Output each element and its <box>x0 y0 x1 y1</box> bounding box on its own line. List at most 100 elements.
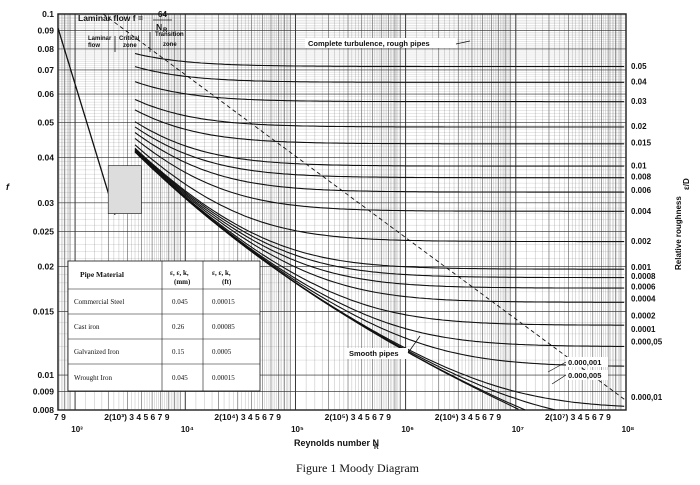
small-roughness-label-1: 0.000,001 <box>568 358 601 367</box>
x-power-label: 10⁸ <box>622 425 635 434</box>
y-tick-label: 0.009 <box>33 387 55 397</box>
roughness-curve <box>134 81 625 103</box>
roughness-curve <box>134 137 625 212</box>
x-tick-label: 2(10⁵) 3 4 5 6 7 9 <box>325 412 392 422</box>
table-cell-material: Galvanized Iron <box>74 348 120 356</box>
x-tick-labels: 7 9 2(10³) 3 4 5 6 7 9 2(10⁴) 3 4 5 6 7 9 2… <box>54 412 635 434</box>
critical-zone-band <box>107 165 142 214</box>
x-tick-label: 2(10⁴) 3 4 5 6 7 9 <box>214 412 281 422</box>
y-tick-label: 0.1 <box>42 9 54 19</box>
y-tick-label: 0.06 <box>37 89 54 99</box>
complete-turbulence-bg <box>305 38 457 48</box>
x-power-label: 10⁵ <box>291 425 304 434</box>
table-cell-material: Cast iron <box>74 323 100 331</box>
laminar-num: 64 <box>158 10 167 19</box>
x-power-label: 10⁴ <box>181 425 194 434</box>
roughness-curve <box>134 148 625 279</box>
table-cell-mm: 0.15 <box>172 348 185 356</box>
pipe-material-table: Pipe Material ε, ε, k, (mm) ε, ε, k, (ft… <box>67 260 261 392</box>
laminar-line <box>57 27 116 215</box>
table-cell-ft: 0.00085 <box>212 323 235 331</box>
y-tick-label: 0.08 <box>37 44 54 54</box>
table-header-mm-unit: (mm) <box>174 278 191 286</box>
y-tick-label: 0.015 <box>33 306 55 316</box>
x-axis-label-sub: R <box>374 444 379 451</box>
y-tick-label: 0.04 <box>37 153 54 163</box>
figure-caption: Figure 1 Moody Diagram <box>296 461 420 475</box>
roughness-curve <box>134 150 625 326</box>
roughness-curve <box>134 66 625 83</box>
y-axis-label: f <box>6 182 10 192</box>
x-tick-label: 7 9 <box>54 412 66 422</box>
roughness-label: 0.01 <box>631 162 647 171</box>
laminar-series <box>57 27 142 215</box>
y-tick-label: 0.025 <box>33 226 55 236</box>
y-tick-label: 0.05 <box>37 118 54 128</box>
table-cell-ft: 0.00015 <box>212 298 235 306</box>
x-tick-label: 2(10³) 3 4 5 6 7 9 <box>104 412 169 422</box>
y-tick-label: 0.03 <box>37 198 54 208</box>
roughness-label: 0.000,05 <box>631 337 663 346</box>
laminar-den: N <box>156 22 162 32</box>
smooth-pipes-bg <box>346 348 408 359</box>
table-bg <box>67 260 261 392</box>
roughness-label: 0.006 <box>631 186 652 195</box>
roughness-label: 0.0006 <box>631 282 656 291</box>
roughness-label: 0.000,01 <box>631 393 663 402</box>
roughness-label: 0.015 <box>631 139 652 148</box>
y-tick-label: 0.09 <box>37 26 54 36</box>
roughness-label: 0.002 <box>631 237 652 246</box>
y-tick-labels: 0.1 0.09 0.08 0.07 0.06 0.05 0.04 0.03 0.025 0.02… <box>33 9 55 415</box>
roughness-curves <box>102 13 627 411</box>
table-header-ft-unit: (ft) <box>222 278 232 286</box>
table-cell-ft: 0.0005 <box>212 348 232 356</box>
x-tick-label: 2(10⁶) 3 4 5 6 7 9 <box>435 412 502 422</box>
roughness-curve <box>134 109 625 145</box>
y-tick-label: 0.07 <box>37 65 54 75</box>
y-tick-label: 0.02 <box>37 261 54 271</box>
critical-zone-label2: zone <box>123 43 137 49</box>
table-cell-ft: 0.00015 <box>212 374 235 382</box>
roughness-curve <box>134 98 625 128</box>
table-header-ft: ε, ε, k, <box>212 269 231 277</box>
table-cell-material: Wrought Iron <box>74 374 113 382</box>
small-rough-2-bg <box>566 370 608 380</box>
small-rough-arrow-2 <box>551 374 567 385</box>
table-cell-mm: 0.045 <box>172 374 188 382</box>
x-power-label: 10⁷ <box>512 425 524 434</box>
roughness-curve <box>134 144 625 243</box>
x-power-label: 10⁶ <box>401 425 414 434</box>
roughness-curve <box>134 121 625 167</box>
roughness-label: 0.004 <box>631 207 652 216</box>
small-rough-1-bg <box>566 357 608 367</box>
laminar-den-sub: R <box>163 28 168 34</box>
complete-turbulence-arrow <box>455 40 471 45</box>
critical-zone-label: Critical <box>119 36 140 42</box>
small-roughness-label-2: 0.000,005 <box>568 371 601 380</box>
roughness-curve <box>134 52 625 68</box>
table-cell-mm: 0.045 <box>172 298 188 306</box>
complete-turbulence-label: Complete turbulence, rough pipes <box>308 39 430 48</box>
roughness-label: 0.008 <box>631 172 652 181</box>
laminar-zone-label: Laminar <box>88 36 112 42</box>
roughness-label: 0.03 <box>631 97 647 106</box>
table-header-material: Pipe Material <box>80 270 124 279</box>
x-tick-label: 2(10⁷) 3 4 5 6 7 9 <box>545 412 611 422</box>
smooth-pipes-label: Smooth pipes <box>349 349 399 358</box>
small-rough-arrow-1 <box>547 361 567 373</box>
transition-zone-label: Transition <box>155 32 184 38</box>
roughness-curve <box>134 132 625 193</box>
table-cell-mm: 0.26 <box>172 323 185 331</box>
laminar-flow-label: Laminar flow f = <box>78 13 143 23</box>
turbulence-boundary <box>102 13 627 401</box>
right-axis-symbol: ε/D <box>682 178 691 190</box>
laminar-zone-label2: flow <box>88 43 100 49</box>
roughness-label: 0.001 <box>631 263 652 272</box>
y-tick-label: 0.01 <box>37 370 54 380</box>
x-power-label: 10³ <box>71 425 83 434</box>
roughness-label: 0.0001 <box>631 325 656 334</box>
roughness-label: 0.0002 <box>631 312 656 321</box>
smooth-curve <box>134 151 519 410</box>
table-cell-material: Commercial Steel <box>74 298 124 306</box>
